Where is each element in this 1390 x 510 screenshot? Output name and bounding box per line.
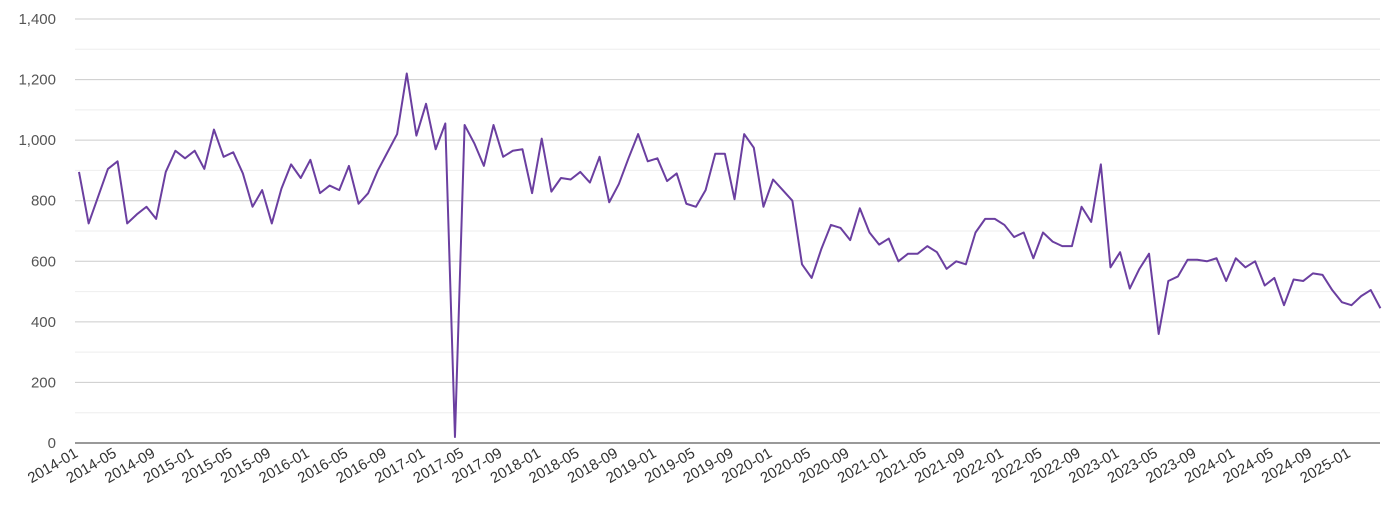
y-axis-tick-labels: 0 200 400 600 800 1,000 1,200 1,400	[18, 11, 56, 452]
y-tick-label: 200	[31, 374, 56, 391]
series-line	[78, 72, 1382, 438]
y-tick-label: 1,000	[18, 132, 56, 149]
y-tick-label: 400	[31, 314, 56, 331]
y-tick-label: 1,200	[18, 72, 56, 89]
grid-lines	[75, 18, 1380, 414]
y-tick-label: 1,400	[18, 11, 56, 28]
y-tick-label: 600	[31, 253, 56, 270]
y-tick-label: 0	[48, 435, 56, 452]
y-tick-label: 800	[31, 193, 56, 210]
x-axis-tick-labels: 2014-012014-052014-092015-012015-052015-…	[25, 445, 1354, 487]
